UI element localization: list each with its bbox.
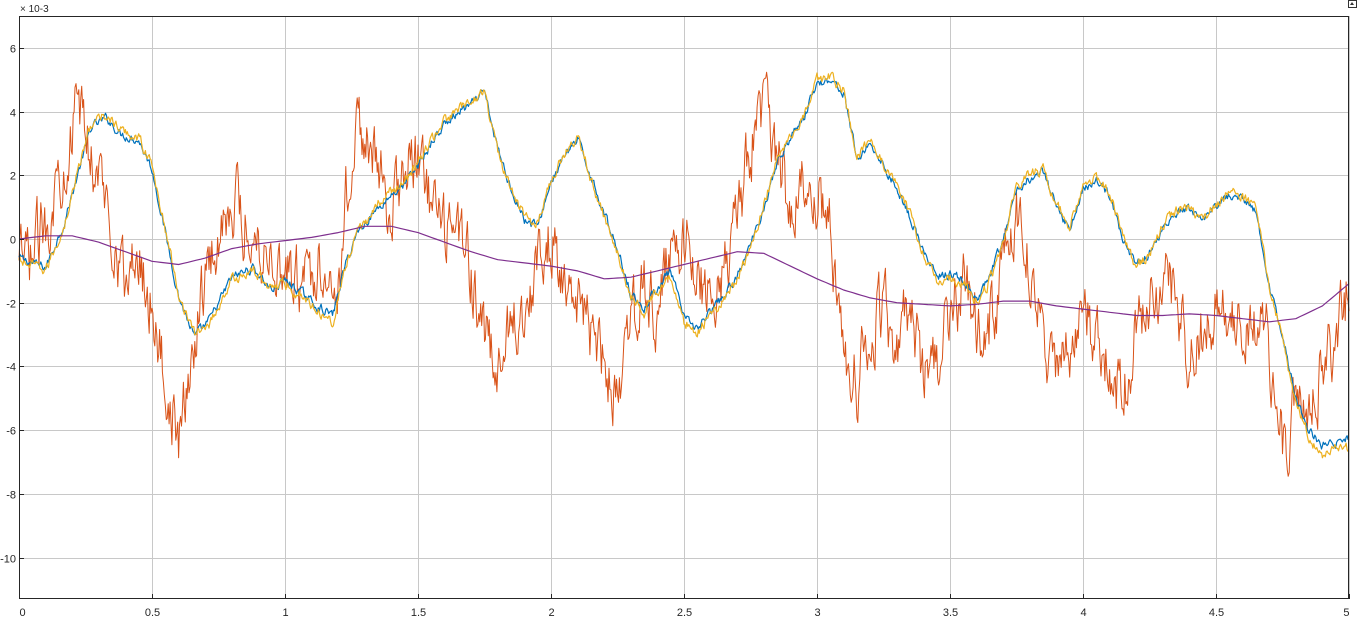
x-tick-label: 1 (282, 607, 288, 619)
y-tick-label: -2 (6, 299, 16, 311)
y-tick-label: 0 (10, 235, 16, 247)
y-tick-label: -10 (0, 554, 16, 566)
x-tick-label: 4.5 (1209, 607, 1224, 619)
y-exponent-label: × 10-3 (20, 4, 49, 15)
y-tick-label: -8 (6, 490, 16, 502)
series-lines (18, 71, 1350, 477)
series-line (18, 71, 1350, 459)
y-tick-label: 4 (10, 108, 16, 120)
x-tick-label: 0.5 (145, 607, 160, 619)
y-tick-label: -4 (6, 362, 16, 374)
x-tick-label: 4 (1080, 607, 1086, 619)
x-tick-label: 5 (1343, 607, 1349, 619)
series-line (18, 225, 1350, 323)
x-tick-label: 0 (20, 607, 26, 619)
y-tick-label: 6 (10, 44, 16, 56)
axis-ticks: 0 0.5 1 1.5 2 2.5 3 3.5 4 4.5 5 -10 -8 -6 -4 -2 0 2 4 6 (0, 44, 1350, 619)
x-tick-label: 1.5 (411, 607, 426, 619)
restore-view-button[interactable] (1348, 0, 1357, 8)
x-tick-label: 2.5 (677, 607, 692, 619)
x-tick-label: 3 (814, 607, 820, 619)
series-line (18, 71, 1350, 477)
x-tick-label: 3.5 (943, 607, 958, 619)
x-tick-label: 2 (548, 607, 554, 619)
y-tick-label: -6 (6, 426, 16, 438)
y-tick-label: 2 (10, 171, 16, 183)
